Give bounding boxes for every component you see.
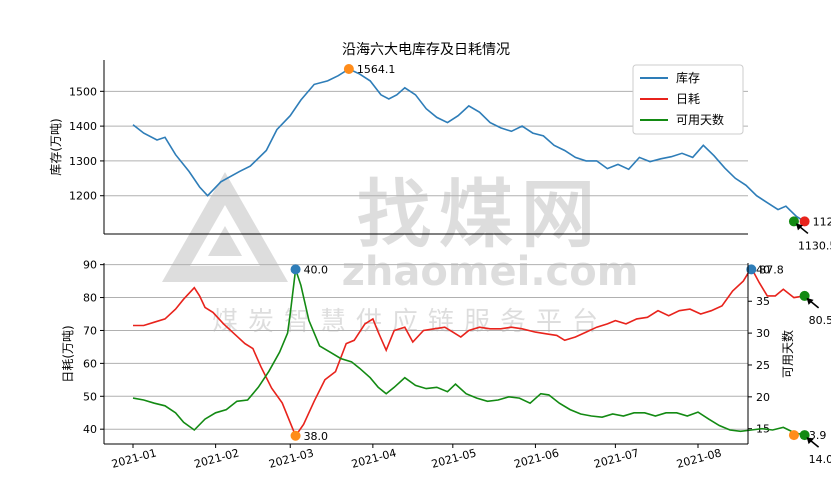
annotation-label: 1564.1 [357, 63, 396, 76]
series-line-inventory [132, 68, 806, 223]
legend: 库存 日耗 可用天数 [632, 64, 744, 135]
series-line-daily [133, 266, 805, 438]
x-tick-label: 2021-01 [110, 446, 158, 470]
bottom-y-tick-label: 70 [83, 324, 97, 337]
bottom-y-tick-label: 80 [83, 292, 97, 305]
annotation-marker [290, 430, 301, 441]
annotation-label: 40.0 [304, 263, 329, 276]
legend-label-inventory: 库存 [676, 70, 700, 85]
annotation-marker [343, 64, 354, 75]
annotation-marker [746, 264, 757, 275]
bottom-y-tick-label: 60 [83, 357, 97, 370]
top-y-tick-label: 1300 [69, 155, 97, 168]
bottom-right-y-tick-label: 40 [756, 263, 770, 276]
legend-label-days: 可用天数 [676, 112, 724, 127]
annotation-label-group: 40.0 [304, 263, 329, 276]
legend-label-daily: 日耗 [676, 92, 700, 106]
bottom-series [132, 266, 805, 438]
top-y-tick-label: 1500 [69, 85, 97, 98]
bottom-right-y-tick-label: 20 [756, 391, 770, 404]
annotation-label: 80.5 [809, 314, 831, 327]
annotation-arrowhead [795, 223, 803, 231]
bottom-right-y-tick-label: 35 [756, 295, 770, 308]
x-tick-label: 2021-02 [193, 446, 241, 470]
watermark: 找煤网 zhaomei.com 煤炭智慧供应链服务平台 [162, 172, 638, 337]
x-tick-label: 2021-05 [430, 446, 478, 470]
series-line-days [132, 269, 805, 436]
top-series [132, 68, 806, 223]
annotation-label-group: 1130.5 [795, 223, 831, 252]
top-y-ticks: 1200 1300 1400 1500 [69, 85, 104, 203]
bottom-right-y-axis-label: 可用天数 [780, 330, 795, 378]
watermark-main: 找煤网 [357, 172, 603, 258]
x-tick-label: 2021-07 [593, 446, 641, 470]
annotation-label-group: 80.5 [806, 297, 831, 327]
watermark-domain: zhaomei.com [342, 249, 639, 295]
bottom-y-tick-label: 50 [83, 390, 97, 403]
bottom-right-y-tick-label: 30 [756, 327, 770, 340]
annotation-label: 38.0 [304, 430, 329, 443]
watermark-logo-icon [162, 172, 288, 282]
annotation-label: 14.0 [809, 453, 831, 466]
x-axis-ticks: 2021-01 2021-02 2021-03 2021-04 2021-05 2021-… [110, 444, 723, 471]
annotation-label-group: 38.0 [304, 430, 329, 443]
annotation-label-group: 1126.1 [813, 215, 831, 228]
top-y-tick-label: 1400 [69, 120, 97, 133]
x-tick-label: 2021-06 [513, 446, 561, 470]
annotation-arrowhead [806, 297, 814, 305]
top-panel: 1200 1300 1400 1500 1564.1 1126.1 1130.5 库存(万… [48, 60, 831, 252]
annotation-label: 1126.1 [813, 215, 831, 228]
chart-title: 沿海六大电库存及日耗情况 [342, 42, 510, 58]
x-tick-label: 2021-03 [267, 446, 315, 470]
annotation-label: 1130.5 [798, 239, 831, 252]
bottom-annotations: 40.038.087.880.513.914.0 [290, 263, 831, 466]
bottom-left-y-axis-label: 日耗(万吨) [61, 325, 75, 382]
bottom-y-tick-label: 40 [83, 423, 97, 436]
annotation-label-group: 87.8 [759, 263, 784, 276]
bottom-right-y-tick-label: 25 [756, 359, 770, 372]
watermark-slogan: 煤炭智慧供应链服务平台 [212, 307, 608, 337]
annotation-marker [799, 216, 810, 227]
top-annotations: 1564.1 1126.1 1130.5 [343, 63, 831, 252]
legend-box [632, 64, 744, 135]
x-tick-label: 2021-04 [350, 446, 398, 470]
annotation-arrowhead [806, 437, 814, 445]
annotation-label-group: 1564.1 [357, 63, 396, 76]
top-y-axis-label: 库存(万吨) [48, 118, 63, 175]
annotation-marker [788, 430, 799, 441]
top-y-tick-label: 1200 [69, 190, 97, 203]
bottom-left-y-ticks: 40 50 60 70 80 90 [83, 259, 104, 436]
annotation-label-group: 14.0 [806, 437, 831, 466]
annotation-marker [290, 264, 301, 275]
bottom-y-tick-label: 90 [83, 259, 97, 272]
x-tick-label: 2021-08 [675, 446, 723, 470]
annotation-label: 87.8 [759, 263, 784, 276]
